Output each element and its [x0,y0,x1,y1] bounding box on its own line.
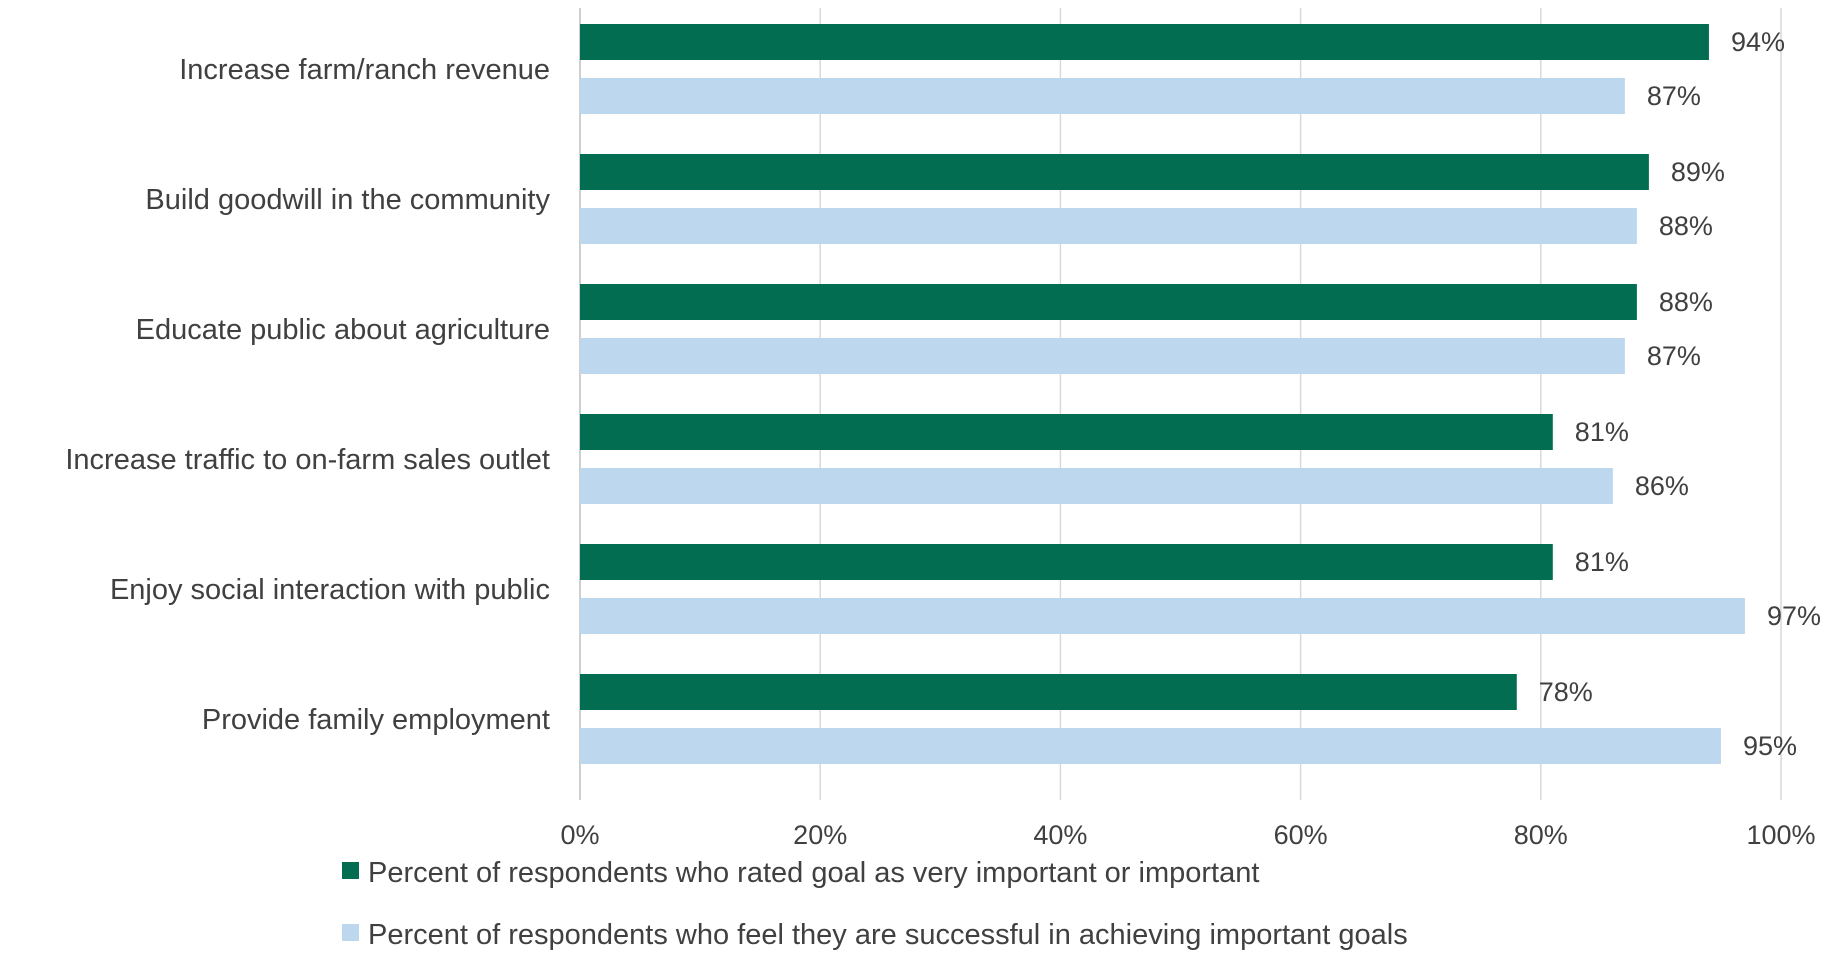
x-tick-label-20: 20% [793,820,847,850]
bar-series2-3 [580,338,1625,374]
category-label-6: Provide family employment [202,704,550,736]
legend-label-series2: Percent of respondents who feel they are… [368,919,1408,951]
bar-series2-4 [580,468,1613,504]
legend: Percent of respondents who rated goal as… [342,857,1408,951]
bar-series2-2 [580,208,1637,244]
bar-series1-6 [580,674,1517,710]
category-label-3: Educate public about agriculture [136,314,550,346]
data-label-series2-6: 95% [1743,731,1797,761]
data-label-series2-2: 88% [1659,211,1713,241]
data-label-series2-5: 97% [1767,601,1821,631]
x-axis-tick-labels: 0% 20% 40% 60% 80% 100% [560,820,1815,850]
data-label-series1-2: 89% [1671,157,1725,187]
x-tick-label-80: 80% [1514,820,1568,850]
bar-series2-1 [580,78,1625,114]
gridlines [579,8,1782,800]
data-label-series2-4: 86% [1635,471,1689,501]
bar-series1-2 [580,154,1649,190]
legend-swatch-series2 [342,924,359,941]
bar-series1-3 [580,284,1637,320]
x-tick-label-100: 100% [1746,820,1815,850]
data-label-series1-1: 94% [1731,27,1785,57]
category-label-2: Build goodwill in the community [145,184,550,216]
legend-swatch-series1 [342,862,359,879]
data-label-series2-3: 87% [1647,341,1701,371]
bars [580,24,1745,764]
category-label-1: Increase farm/ranch revenue [179,54,550,86]
bar-series1-1 [580,24,1709,60]
data-labels: 94%87%89%88%88%87%81%86%81%97%78%95% [1539,27,1821,761]
category-labels: Increase farm/ranch revenue Build goodwil… [65,54,550,736]
data-label-series1-6: 78% [1539,677,1593,707]
legend-label-series1: Percent of respondents who rated goal as… [368,857,1259,889]
bar-series2-5 [580,598,1745,634]
x-tick-label-0: 0% [560,820,599,850]
x-tick-label-40: 40% [1033,820,1087,850]
bar-series1-4 [580,414,1553,450]
data-label-series1-3: 88% [1659,287,1713,317]
data-label-series1-4: 81% [1575,417,1629,447]
category-label-5: Enjoy social interaction with public [110,574,550,606]
category-label-4: Increase traffic to on-farm sales outlet [65,444,550,476]
bar-series1-5 [580,544,1553,580]
bar-series2-6 [580,728,1721,764]
data-label-series2-1: 87% [1647,81,1701,111]
data-label-series1-5: 81% [1575,547,1629,577]
x-tick-label-60: 60% [1274,820,1328,850]
